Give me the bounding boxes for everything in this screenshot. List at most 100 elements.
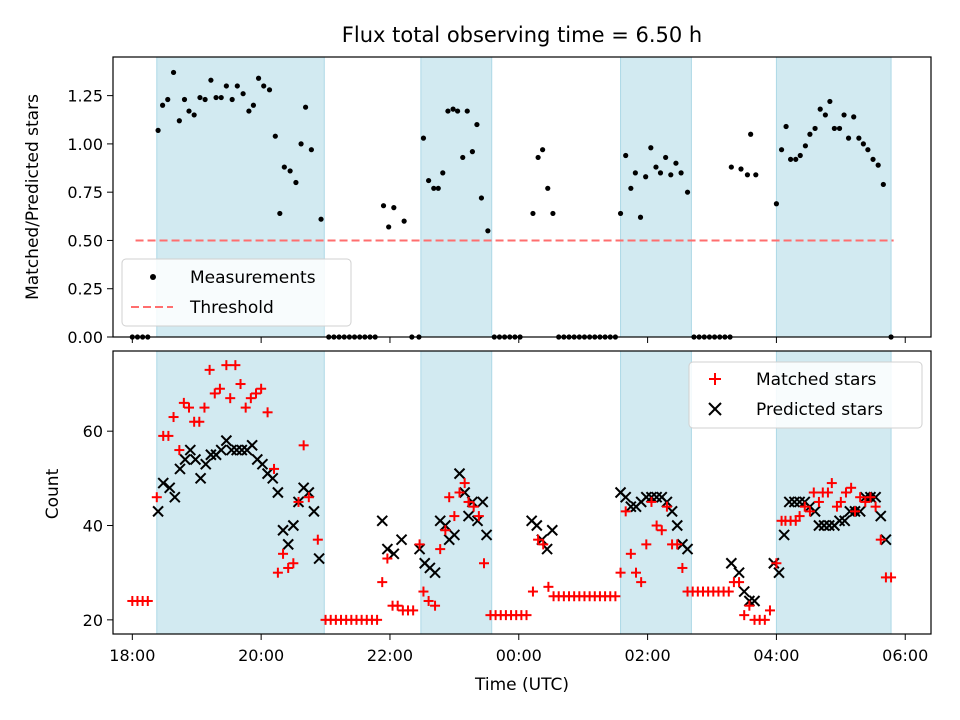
- measurement-point: [318, 216, 324, 222]
- measurement-point: [266, 87, 273, 93]
- matched-stars-point: [245, 393, 256, 404]
- y-tick-label: 1.25: [67, 87, 103, 106]
- predicted-stars-point: [376, 515, 388, 527]
- x-tick-label: 18:00: [109, 646, 155, 665]
- matched-stars-point: [435, 544, 446, 555]
- predicted-stars-point: [733, 566, 745, 579]
- matched-stars-point: [214, 383, 225, 394]
- predicted-stars-point: [809, 505, 821, 518]
- predicted-stars-point: [157, 477, 169, 489]
- measurement-point: [176, 118, 182, 124]
- matched-stars-point: [430, 600, 441, 611]
- measurement-point: [293, 179, 299, 186]
- predicted-stars-point: [778, 529, 790, 541]
- measurement-point: [440, 170, 446, 176]
- matched-stars-point: [739, 610, 750, 621]
- count-y-axis-label: Count: [43, 468, 63, 519]
- measurement-point: [460, 154, 466, 161]
- matched-stars-point: [625, 548, 636, 559]
- ratio-axis-ticks: 0.00 0.25 0.50 0.75 1.00 1.25: [67, 87, 906, 347]
- measurement-point: [223, 83, 229, 89]
- matched-stars-point: [440, 525, 451, 536]
- measurement-point: [401, 218, 407, 224]
- predicted-stars-point: [308, 505, 320, 518]
- matched-stars-point: [636, 577, 647, 588]
- matched-stars-point: [298, 440, 309, 451]
- measurement-point: [773, 201, 780, 207]
- measurement-point: [678, 170, 684, 176]
- predicted-stars-point: [381, 543, 394, 555]
- matched-stars-point: [312, 534, 323, 545]
- measurement-point: [632, 170, 638, 176]
- measurement-point: [380, 203, 387, 209]
- legend-marker-matched: [709, 373, 721, 385]
- predicted-stars-point: [179, 453, 191, 466]
- measurement-point: [485, 228, 491, 234]
- measurement-point: [454, 108, 461, 114]
- x-tick-label: 22:00: [367, 646, 413, 665]
- predicted-stars-point: [236, 444, 248, 456]
- measurement-point: [673, 160, 679, 166]
- matched-stars-point: [543, 581, 554, 592]
- measurement-point: [822, 112, 828, 118]
- x-tick-label: 06:00: [882, 646, 928, 665]
- measurement-point: [155, 127, 161, 133]
- matched-stars-point: [610, 591, 621, 602]
- measurement-point: [870, 156, 876, 162]
- ratio-panel: 0.00 0.25 0.50 0.75 1.00 1.25 Matched/Predict…: [23, 56, 932, 347]
- predicted-stars-point: [282, 538, 294, 551]
- measurement-point: [234, 83, 240, 89]
- measurement-point: [420, 135, 427, 141]
- matched-stars-point: [538, 539, 549, 550]
- observing-band: [775, 56, 892, 338]
- matched-stars-point: [672, 539, 683, 550]
- predicted-stars-point: [818, 519, 830, 532]
- measurement-point: [478, 195, 485, 201]
- matched-stars-point: [875, 534, 886, 545]
- measurement-point: [817, 106, 823, 112]
- measurement-point: [431, 185, 437, 191]
- matched-stars-point: [194, 416, 205, 427]
- matched-stars-point: [855, 492, 866, 503]
- matched-stars-point: [184, 402, 195, 413]
- measurement-point: [240, 91, 246, 97]
- predicted-stars-point: [169, 491, 181, 503]
- predicted-stars-point: [725, 557, 738, 569]
- ratio-legend-box: [121, 258, 352, 327]
- measurement-point: [246, 108, 252, 114]
- chart-title: Flux total observing time = 6.50 h: [342, 23, 702, 47]
- measurement-point: [851, 114, 857, 120]
- measurement-point: [812, 125, 818, 132]
- count-legend: Matched stars Predicted stars: [688, 361, 923, 429]
- matched-stars-point: [620, 506, 631, 517]
- predicted-stars-point: [462, 510, 475, 522]
- measurement-point: [797, 152, 803, 159]
- matched-stars-point: [840, 487, 851, 498]
- matched-stars-point: [272, 567, 283, 578]
- matched-stars-point: [646, 496, 657, 507]
- predicted-stars-point: [833, 515, 846, 527]
- y-tick-label: 1.00: [67, 135, 103, 154]
- legend-label-predicted: Predicted stars: [756, 400, 883, 420]
- matched-stars-point: [449, 511, 460, 522]
- measurement-point: [229, 96, 235, 103]
- predicted-stars-point: [748, 595, 761, 607]
- matched-stars-point: [651, 520, 662, 531]
- predicted-stars-point: [844, 505, 856, 518]
- legend-label-threshold: Threshold: [189, 298, 274, 318]
- measurement-point: [426, 177, 432, 184]
- predicted-stars-point: [256, 458, 269, 470]
- measurement-point: [628, 185, 634, 191]
- predicted-stars-point: [880, 533, 892, 546]
- measurement-point: [617, 210, 624, 217]
- measurement-point: [880, 181, 886, 188]
- measurement-point: [865, 147, 871, 153]
- matched-stars-point: [221, 360, 232, 371]
- ratio-y-axis-label: Matched/Predicted stars: [23, 94, 43, 300]
- predicted-stars-point: [458, 486, 471, 499]
- measurement-point: [623, 152, 629, 159]
- matched-stars-point: [408, 605, 419, 616]
- measurement-point: [836, 125, 843, 132]
- matched-stars-point: [826, 478, 837, 489]
- y-tick-label: 60: [83, 422, 103, 441]
